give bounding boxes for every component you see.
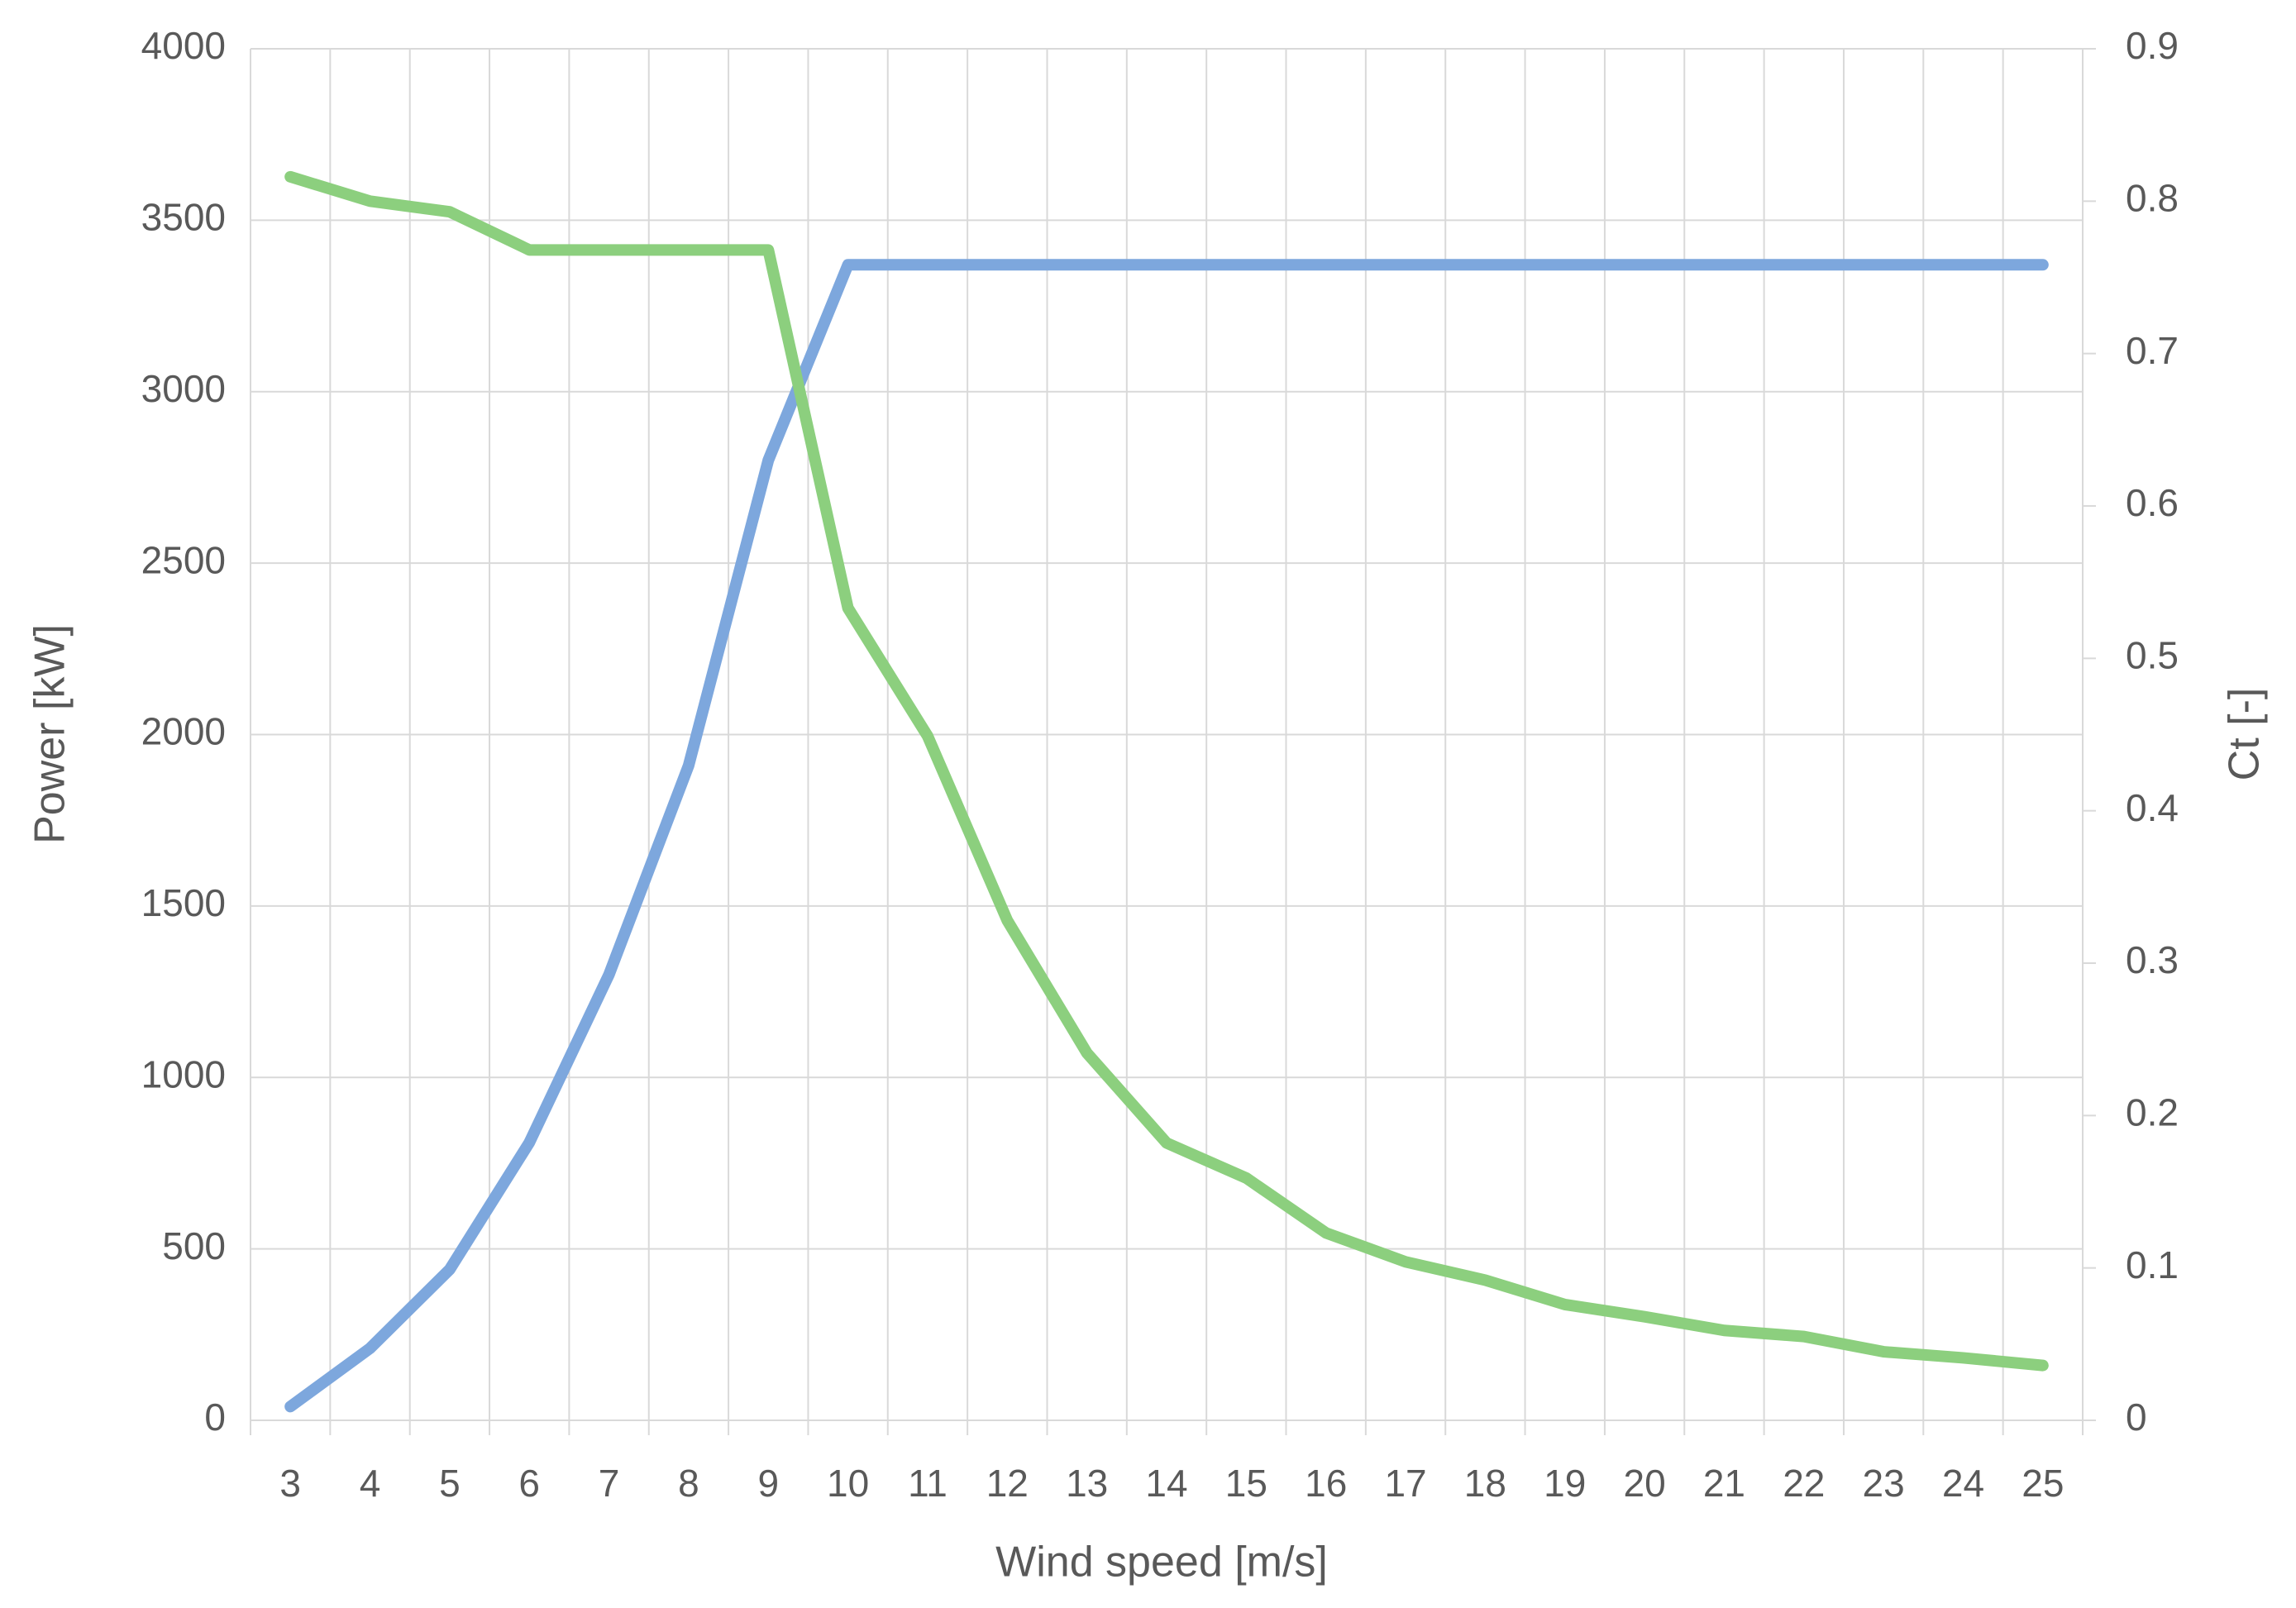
series-line <box>284 259 2049 1413</box>
y2-tick-label: 0.5 <box>2126 633 2179 676</box>
y2-tick-label: 0.1 <box>2126 1243 2179 1286</box>
x-tick-label: 15 <box>1225 1462 1267 1505</box>
y2-tick-label: 0.8 <box>2126 176 2179 219</box>
x-tick-label: 5 <box>439 1462 461 1505</box>
x-tick-label: 14 <box>1145 1462 1187 1505</box>
y-tick-label: 2000 <box>141 710 226 753</box>
y-axis-title: Power [kW] <box>26 624 74 844</box>
y-tick-label: 3500 <box>141 196 226 239</box>
x-tick-label: 13 <box>1066 1462 1108 1505</box>
y2-tick-label: 0.7 <box>2126 329 2179 372</box>
x-tick-label: 16 <box>1305 1462 1347 1505</box>
y-tick-label: 3000 <box>141 367 226 410</box>
x-tick-label: 8 <box>678 1462 699 1505</box>
x-tick-label: 3 <box>279 1462 301 1505</box>
series-line <box>284 170 2049 1372</box>
x-tick-label: 11 <box>908 1462 948 1505</box>
x-tick-label: 22 <box>1783 1462 1825 1505</box>
y-tick-label: 500 <box>162 1224 226 1267</box>
y-tick-label: 4000 <box>141 24 226 67</box>
y2-tick-label: 0.6 <box>2126 481 2179 524</box>
y-tick-label: 1500 <box>141 881 226 924</box>
x-tick-label: 24 <box>1942 1462 1984 1505</box>
x-tick-label: 17 <box>1384 1462 1426 1505</box>
x-tick-label: 12 <box>986 1462 1029 1505</box>
y2-tick-label: 0.2 <box>2126 1090 2179 1133</box>
x-axis-title: Wind speed [m/s] <box>995 1539 1328 1587</box>
x-tick-label: 6 <box>518 1462 540 1505</box>
x-tick-label: 9 <box>757 1462 779 1505</box>
y2-axis-title: Ct [-] <box>2221 688 2269 781</box>
x-tick-label: 21 <box>1703 1462 1745 1505</box>
y2-tick-label: 0 <box>2126 1396 2147 1439</box>
x-tick-label: 7 <box>599 1462 620 1505</box>
x-tick-label: 20 <box>1624 1462 1666 1505</box>
x-tick-label: 10 <box>827 1462 869 1505</box>
y2-tick-label: 0.3 <box>2126 938 2179 981</box>
x-tick-label: 19 <box>1544 1462 1586 1505</box>
y-tick-label: 0 <box>204 1396 226 1439</box>
x-tick-label: 18 <box>1464 1462 1506 1505</box>
y-tick-label: 2500 <box>141 538 226 581</box>
y2-tick-label: 0.4 <box>2126 786 2179 829</box>
y-tick-label: 1000 <box>141 1052 226 1095</box>
x-tick-label: 23 <box>1863 1462 1905 1505</box>
y2-tick-label: 0.9 <box>2126 24 2179 67</box>
x-tick-label: 25 <box>2022 1462 2064 1505</box>
x-tick-label: 4 <box>360 1462 381 1505</box>
